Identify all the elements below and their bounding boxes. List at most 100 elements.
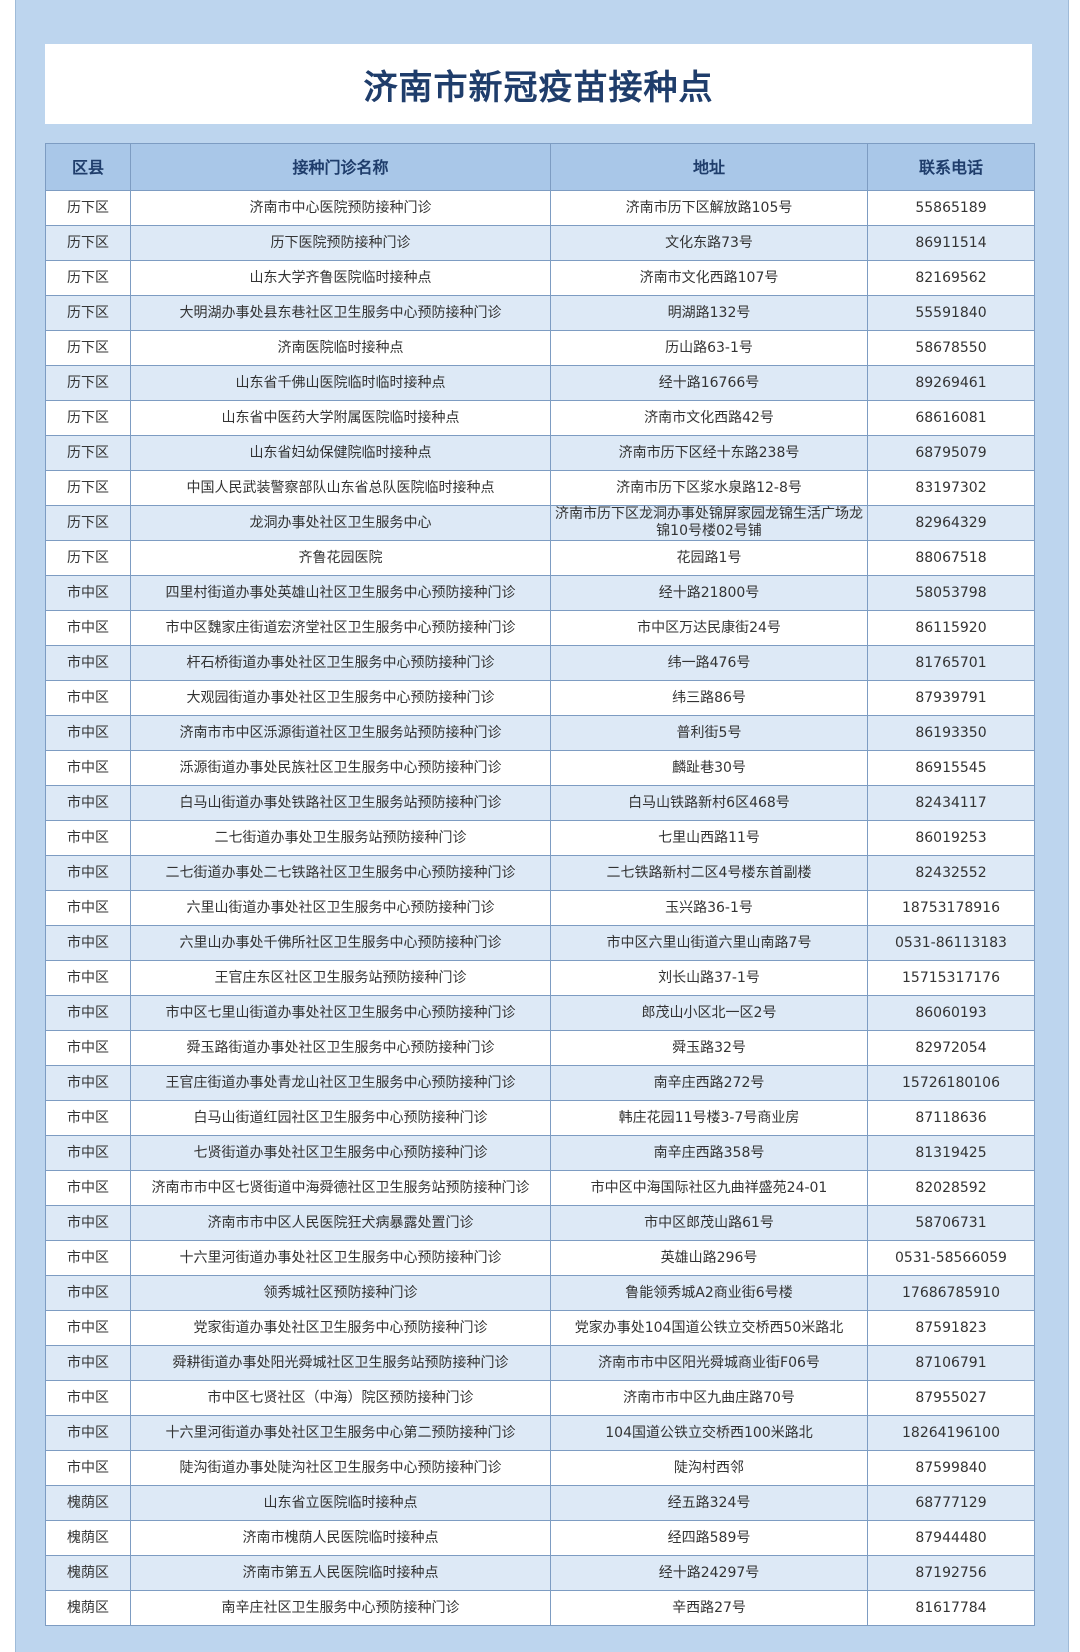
table-cell: 58053798 (867, 575, 1035, 611)
table-cell: 普利街5号 (550, 715, 868, 751)
table-cell: 明湖路132号 (550, 295, 868, 331)
table-body: 历下区 济南市中心医院预防接种门诊 济南市历下区解放路105号 55865189 历下区… (45, 190, 1035, 1626)
table-cell: 市中区 (45, 820, 131, 856)
table-cell: 市中区 (45, 1205, 131, 1241)
table-cell: 市中区 (45, 890, 131, 926)
header-row: 区县 接种门诊名称 地址 联系电话 (45, 143, 1035, 191)
table-cell: 市中区七贤社区（中海）院区预防接种门诊 (130, 1380, 551, 1416)
table-cell: 68777129 (867, 1485, 1035, 1521)
table-cell: 市中区 (45, 1275, 131, 1311)
table-row: 市中区 舜耕街道办事处阳光舜城社区卫生服务站预防接种门诊 济南市市中区阳光舜城商业街… (45, 1345, 1035, 1381)
table-cell: 十六里河街道办事处社区卫生服务中心预防接种门诊 (130, 1240, 551, 1276)
table-cell: 58706731 (867, 1205, 1035, 1241)
table-cell: 济南市历下区浆水泉路12-8号 (550, 470, 868, 506)
table-row: 槐荫区 南辛庄社区卫生服务中心预防接种门诊 辛西路27号 81617784 (45, 1590, 1035, 1626)
table-cell: 市中区 (45, 1380, 131, 1416)
table-cell: 87939791 (867, 680, 1035, 716)
table-cell: 89269461 (867, 365, 1035, 401)
table-cell: 市中区 (45, 785, 131, 821)
table-cell: 历下区 (45, 330, 131, 366)
table-cell: 17686785910 (867, 1275, 1035, 1311)
table-cell: 15715317176 (867, 960, 1035, 996)
table-row: 市中区 七贤街道办事处社区卫生服务中心预防接种门诊 南辛庄西路358号 8131942… (45, 1135, 1035, 1171)
table-cell: 58678550 (867, 330, 1035, 366)
table-cell: 六里山街道办事处社区卫生服务中心预防接种门诊 (130, 890, 551, 926)
table-cell: 白马山街道办事处铁路社区卫生服务站预防接种门诊 (130, 785, 551, 821)
table-cell: 历下区 (45, 225, 131, 261)
table-cell: 济南市文化西路107号 (550, 260, 868, 296)
table-cell: 市中区郎茂山路61号 (550, 1205, 868, 1241)
table-cell: 市中区 (45, 995, 131, 1031)
table-row: 历下区 山东省中医药大学附属医院临时接种点 济南市文化西路42号 68616081 (45, 400, 1035, 436)
table-row: 市中区 二七街道办事处二七铁路社区卫生服务中心预防接种门诊 二七铁路新村二区4号楼东… (45, 855, 1035, 891)
table-cell: 历下区 (45, 365, 131, 401)
table-cell: 舜玉路32号 (550, 1030, 868, 1066)
table-cell: 市中区万达民康街24号 (550, 610, 868, 646)
table-cell: 81765701 (867, 645, 1035, 681)
table-cell: 87118636 (867, 1100, 1035, 1136)
table-cell: 市中区 (45, 1310, 131, 1346)
table-row: 市中区 济南市市中区七贤街道中海舜德社区卫生服务站预防接种门诊 市中区中海国际社区九… (45, 1170, 1035, 1206)
table-cell: 经五路324号 (550, 1485, 868, 1521)
header-cell: 地址 (550, 143, 868, 191)
table-cell: 山东省千佛山医院临时临时接种点 (130, 365, 551, 401)
table-cell: 鲁能领秀城A2商业街6号楼 (550, 1275, 868, 1311)
table-cell: 舜耕街道办事处阳光舜城社区卫生服务站预防接种门诊 (130, 1345, 551, 1381)
table-cell: 济南市历下区经十东路238号 (550, 435, 868, 471)
table-cell: 经十路21800号 (550, 575, 868, 611)
header-cell: 联系电话 (867, 143, 1035, 191)
table-cell: 领秀城社区预防接种门诊 (130, 1275, 551, 1311)
table-cell: 大观园街道办事处社区卫生服务中心预防接种门诊 (130, 680, 551, 716)
table-cell: 82432552 (867, 855, 1035, 891)
table-cell: 郎茂山小区北一区2号 (550, 995, 868, 1031)
table-row: 市中区 十六里河街道办事处社区卫生服务中心第二预防接种门诊 104国道公铁立交桥西1… (45, 1415, 1035, 1451)
table-cell: 104国道公铁立交桥西100米路北 (550, 1415, 868, 1451)
table-cell: 文化东路73号 (550, 225, 868, 261)
table-cell: 二七街道办事处二七铁路社区卫生服务中心预防接种门诊 (130, 855, 551, 891)
table-row: 历下区 山东省千佛山医院临时临时接种点 经十路16766号 89269461 (45, 365, 1035, 401)
table-cell: 党家街道办事处社区卫生服务中心预防接种门诊 (130, 1310, 551, 1346)
table-cell: 韩庄花园11号楼3-7号商业房 (550, 1100, 868, 1136)
table-row: 槐荫区 济南市第五人民医院临时接种点 经十路24297号 87192756 (45, 1555, 1035, 1591)
table-cell: 花园路1号 (550, 540, 868, 576)
table-cell: 六里山办事处千佛所社区卫生服务中心预防接种门诊 (130, 925, 551, 961)
table-cell: 刘长山路37-1号 (550, 960, 868, 996)
table-cell: 87591823 (867, 1310, 1035, 1346)
table-cell: 82972054 (867, 1030, 1035, 1066)
table-cell: 济南医院临时接种点 (130, 330, 551, 366)
table-cell: 市中区 (45, 960, 131, 996)
table-cell: 白马山铁路新村6区468号 (550, 785, 868, 821)
table-row: 市中区 二七街道办事处卫生服务站预防接种门诊 七里山西路11号 86019253 (45, 820, 1035, 856)
table-cell: 山东省妇幼保健院临时接种点 (130, 435, 551, 471)
header-cell: 接种门诊名称 (130, 143, 551, 191)
table-cell: 王官庄街道办事处青龙山社区卫生服务中心预防接种门诊 (130, 1065, 551, 1101)
table-cell: 七贤街道办事处社区卫生服务中心预防接种门诊 (130, 1135, 551, 1171)
table-cell: 86911514 (867, 225, 1035, 261)
table-cell: 济南市文化西路42号 (550, 400, 868, 436)
table-row: 历下区 山东大学齐鲁医院临时接种点 济南市文化西路107号 82169562 (45, 260, 1035, 296)
table-cell: 市中区 (45, 610, 131, 646)
table-cell: 济南市历下区解放路105号 (550, 190, 868, 226)
table-cell: 历下区 (45, 295, 131, 331)
table-row: 历下区 济南医院临时接种点 历山路63-1号 58678550 (45, 330, 1035, 366)
table-row: 市中区 白马山街道红园社区卫生服务中心预防接种门诊 韩庄花园11号楼3-7号商业房 8… (45, 1100, 1035, 1136)
table-cell: 83197302 (867, 470, 1035, 506)
table-cell: 济南市市中区七贤街道中海舜德社区卫生服务站预防接种门诊 (130, 1170, 551, 1206)
table-cell: 陡沟街道办事处陡沟社区卫生服务中心预防接种门诊 (130, 1450, 551, 1486)
table-row: 市中区 市中区七贤社区（中海）院区预防接种门诊 济南市市中区九曲庄路70号 87955… (45, 1380, 1035, 1416)
table-cell: 市中区 (45, 1170, 131, 1206)
table-cell: 87944480 (867, 1520, 1035, 1556)
table-cell: 历下区 (45, 400, 131, 436)
table-cell: 南辛庄社区卫生服务中心预防接种门诊 (130, 1590, 551, 1626)
table-cell: 英雄山路296号 (550, 1240, 868, 1276)
table-cell: 0531-86113183 (867, 925, 1035, 961)
table-row: 槐荫区 济南市槐荫人民医院临时接种点 经四路589号 87944480 (45, 1520, 1035, 1556)
table-row: 市中区 王官庄街道办事处青龙山社区卫生服务中心预防接种门诊 南辛庄西路272号 157… (45, 1065, 1035, 1101)
table-row: 市中区 十六里河街道办事处社区卫生服务中心预防接种门诊 英雄山路296号 0531-5… (45, 1240, 1035, 1276)
table-cell: 18753178916 (867, 890, 1035, 926)
table-row: 历下区 龙洞办事处社区卫生服务中心 济南市历下区龙洞办事处锦屏家园龙锦生活广场龙锦1… (45, 505, 1035, 541)
table-cell: 市中区七里山街道办事处社区卫生服务中心预防接种门诊 (130, 995, 551, 1031)
table-cell: 舜玉路街道办事处社区卫生服务中心预防接种门诊 (130, 1030, 551, 1066)
table-cell: 经四路589号 (550, 1520, 868, 1556)
table-cell: 市中区 (45, 1450, 131, 1486)
